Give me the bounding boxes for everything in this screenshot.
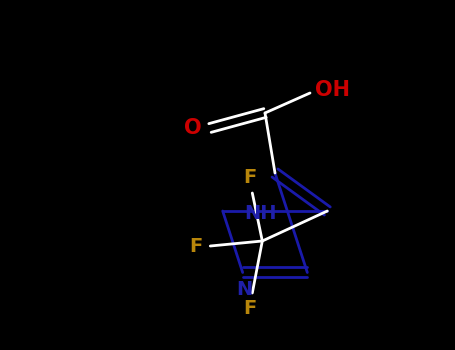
Text: F: F: [189, 237, 202, 256]
Text: F: F: [244, 168, 257, 187]
Text: F: F: [244, 299, 257, 318]
Text: OH: OH: [315, 80, 350, 100]
Text: N: N: [237, 280, 253, 300]
Text: O: O: [184, 118, 202, 138]
Text: NH: NH: [245, 203, 277, 223]
